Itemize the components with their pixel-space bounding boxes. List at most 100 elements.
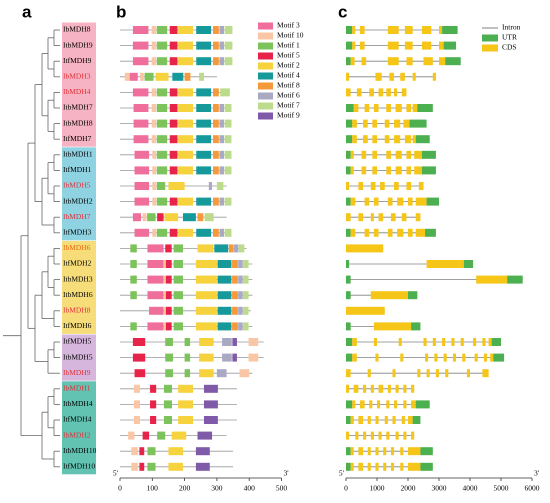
motif [132,41,149,50]
cds [361,166,367,175]
cds [408,416,413,424]
motif [220,88,230,97]
motif [151,57,157,66]
cds [370,431,374,440]
legend-label: Motif 3 [277,21,300,30]
motif [156,41,168,50]
gene-name: IbMDH4 [63,87,91,96]
cds [411,431,415,440]
cds [411,400,416,409]
motif [147,291,164,300]
cds [352,353,357,362]
cds [415,228,426,237]
cds [377,400,381,409]
cds [406,150,412,159]
motif [197,244,214,253]
motif [165,306,172,315]
cds [439,57,446,66]
motif [156,119,168,128]
end-label: 5' [339,469,345,478]
utr [421,150,436,159]
motif [171,431,187,440]
cds [350,166,354,175]
legend-swatch [258,82,273,90]
motif [195,260,217,268]
cds [408,447,421,456]
utr [445,57,461,66]
gene-name: ItfMDH2 [63,259,92,268]
utr [425,228,436,237]
motif [213,228,219,237]
cds [370,291,408,300]
cds [411,384,415,393]
utr [409,119,427,128]
utr [463,260,474,268]
cds [387,41,399,50]
utr [417,104,433,112]
cds [359,400,365,409]
panel-label: b [116,2,126,21]
cds [403,431,407,440]
cds [386,150,391,159]
cds [389,72,395,81]
motif [195,306,217,315]
motif [196,104,212,112]
legend-label: Motif 8 [277,81,300,90]
cds [373,197,379,206]
gene-name: ItfMDH1 [63,165,92,174]
cds [466,369,470,378]
motif [199,338,214,346]
x-tick-label: 100 [147,484,159,493]
cds [359,41,365,50]
cds [363,384,367,393]
motif [196,197,212,206]
motif [216,182,224,190]
gene-name: IbMDH6 [63,243,91,252]
motif [130,322,137,331]
legend-swatch [258,112,273,120]
cds [397,197,404,206]
clade-box [62,240,96,334]
motif [134,369,146,378]
clade-box [62,381,96,475]
motif [156,197,168,206]
motif [165,291,172,300]
motif [196,150,212,159]
cds [350,416,354,424]
gene-name: IbMDH3 [63,72,91,81]
cds [406,166,412,175]
motif [139,447,145,456]
cds [394,119,401,128]
motif [151,88,157,97]
motif [224,150,232,159]
motif [151,26,157,34]
cds [363,135,368,144]
cds [352,400,356,409]
motif [130,275,137,284]
motif [178,197,193,206]
motif [178,88,193,97]
motif [213,41,219,50]
cds [443,353,447,362]
cds [367,447,371,456]
utr [443,41,457,50]
motif [199,353,214,362]
motif [219,26,225,34]
utr [346,150,351,159]
motif [132,57,149,66]
cds [352,26,356,34]
cds [392,416,396,424]
cds [403,384,407,393]
motif [157,213,164,222]
motif [196,166,212,175]
cds [355,431,359,440]
cds [445,369,449,378]
motif [169,119,178,128]
cds [408,197,413,206]
gene-name: ItfMDH4 [63,415,92,424]
motif [173,322,183,331]
motif [178,135,193,144]
x-tick-label: 500 [276,484,288,493]
motif [163,275,166,284]
cds [483,353,488,362]
